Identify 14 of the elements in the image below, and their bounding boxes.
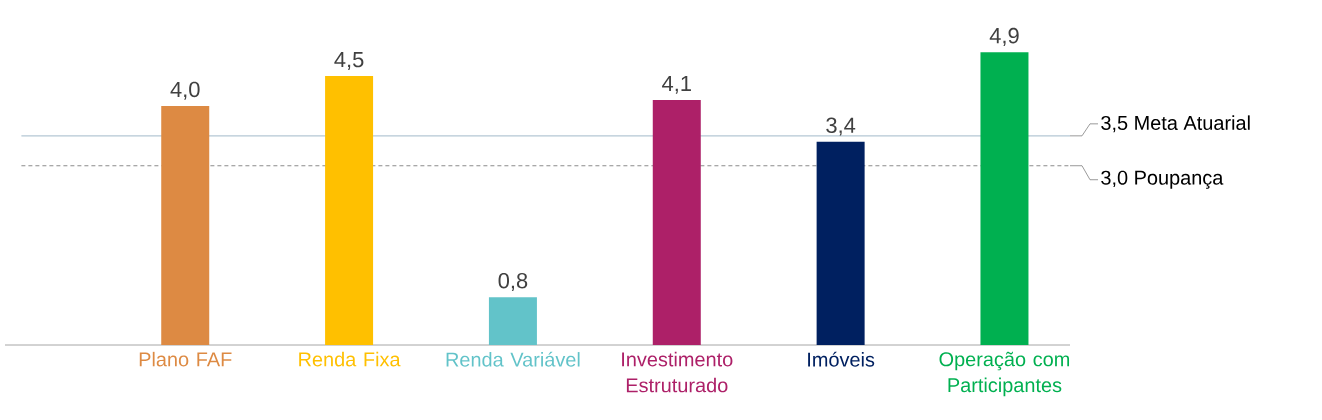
x-tick-label: Renda Fixa	[299, 351, 401, 367]
x-tick-label: Renda Variável	[446, 351, 580, 367]
data-label: 4,9	[989, 27, 1019, 46]
data-label: 0,8	[498, 272, 528, 291]
data-label: 4,5	[334, 52, 364, 70]
x-tick-label: Plano FAF	[139, 351, 232, 367]
ref-line-label: 3,5 Meta Atuarial	[1101, 115, 1250, 133]
data-label: 4,0	[170, 81, 200, 100]
x-tick-label: Investimento Estruturado	[622, 351, 733, 393]
x-tick-label: Operação com Participantes	[939, 351, 1070, 397]
data-label: 4,1	[662, 75, 691, 94]
ref-line-label: 3,0 Poupança	[1101, 170, 1224, 189]
data-label: 3,4	[826, 117, 856, 136]
x-tick-label: Imóveis	[808, 351, 875, 367]
